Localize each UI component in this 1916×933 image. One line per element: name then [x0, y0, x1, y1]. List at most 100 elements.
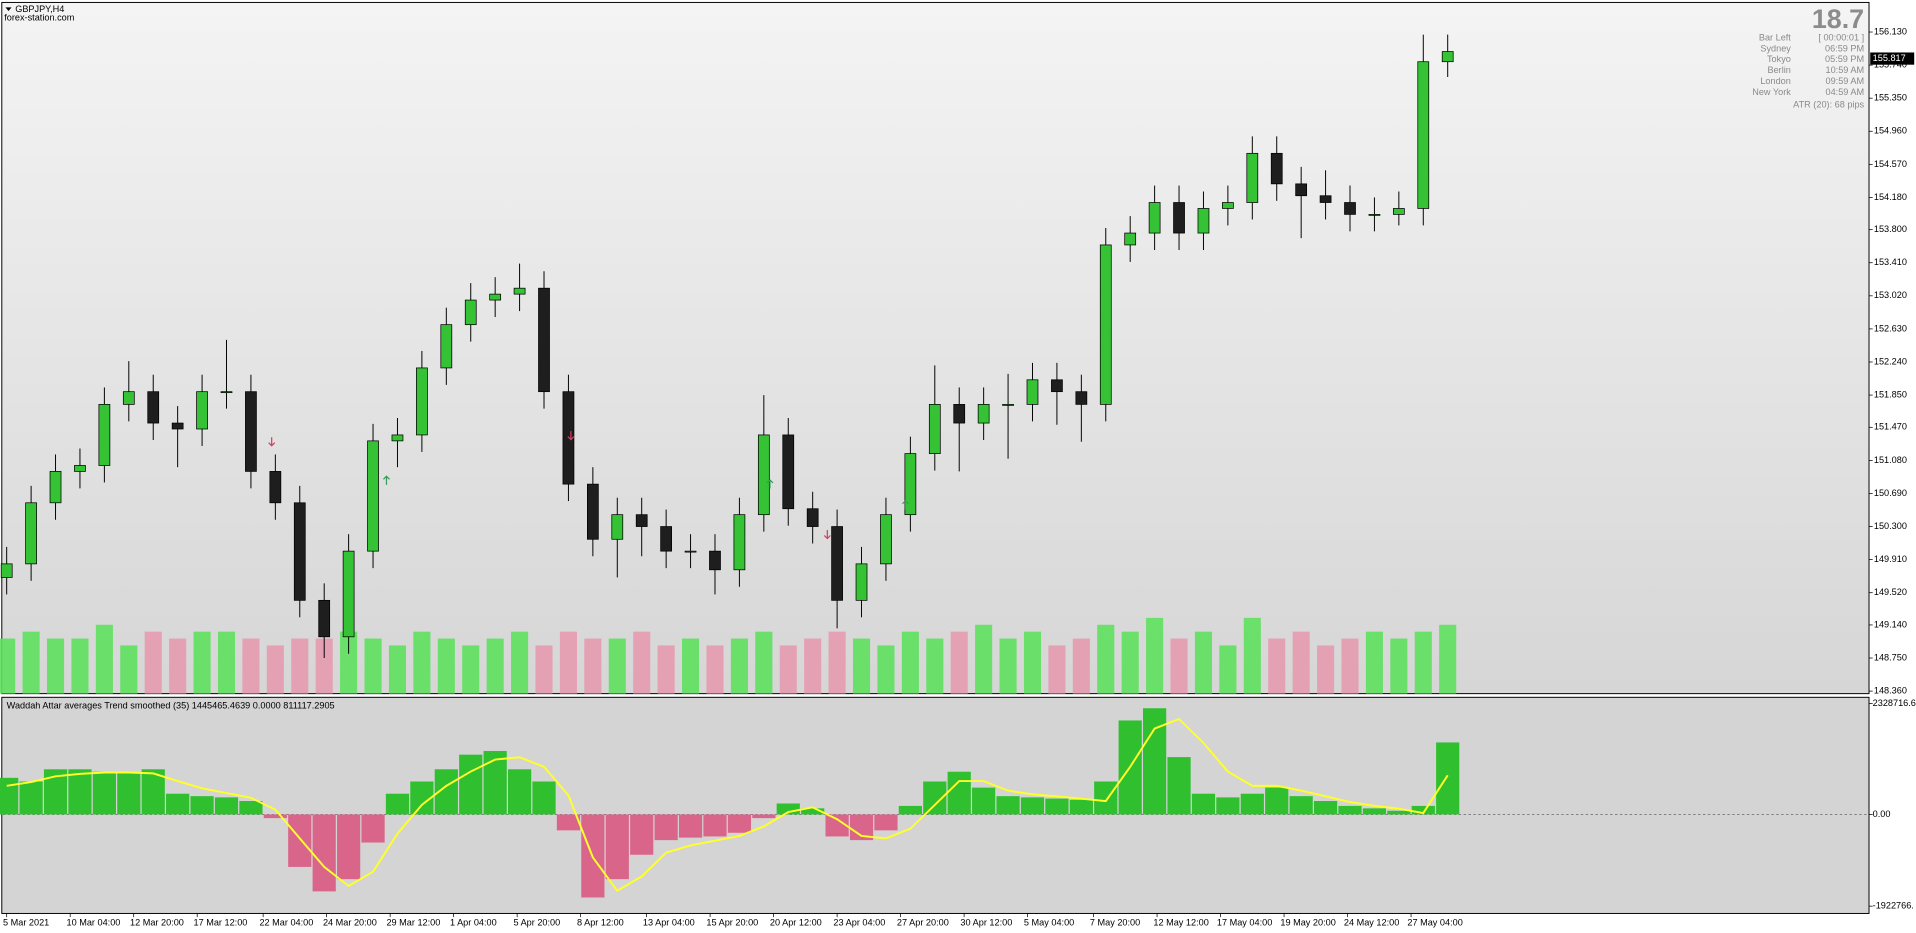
histogram-bar: [630, 814, 654, 855]
volume-bar: [852, 638, 871, 694]
volume-bar: [901, 631, 919, 694]
histogram-bar: [312, 814, 336, 892]
volume-bar: [413, 631, 431, 694]
histogram-bar: [1069, 799, 1093, 815]
volume-bar: [730, 638, 748, 694]
candle-body: [611, 514, 624, 540]
volume-bar: [340, 631, 358, 694]
histogram-bar: [92, 771, 116, 815]
time-tick-label: 10 Mar 04:00: [67, 918, 121, 928]
candle-body: [25, 502, 37, 565]
buy-arrow: [382, 475, 390, 485]
volume-bar: [315, 638, 333, 694]
histogram-bar: [117, 772, 141, 815]
sell-arrow: [268, 437, 276, 447]
volume-bar: [1072, 638, 1090, 694]
candle-body: [684, 550, 697, 553]
candle-body: [855, 563, 868, 601]
candle-body: [1197, 208, 1210, 234]
price-tick-label: 152.630: [1874, 323, 1907, 333]
volume-bar: [266, 645, 284, 694]
histogram-bar: [605, 814, 629, 880]
candle-body: [318, 599, 331, 638]
candle-body: [293, 502, 306, 601]
candle-body: [171, 422, 184, 430]
time-tick-label: 20 Apr 12:00: [770, 918, 822, 928]
symbol-menu-arrow[interactable]: [5, 7, 12, 11]
price-tick-label: 154.570: [1874, 159, 1907, 169]
volume-bar: [388, 645, 407, 694]
volume-bar: [1048, 645, 1066, 694]
histogram-bar: [1020, 797, 1045, 815]
candle-body: [928, 404, 941, 454]
volume-bar: [1194, 631, 1213, 694]
volume-bar: [608, 638, 626, 694]
candle-body: [1173, 202, 1185, 234]
volume-bar: [1317, 645, 1335, 694]
volume-bar: [1341, 638, 1359, 694]
histogram-bar: [507, 769, 532, 815]
histogram-bar: [923, 781, 947, 815]
histogram-bar: [849, 814, 874, 841]
candle-body: [1417, 61, 1430, 209]
time-tick-label: 8 Apr 12:00: [577, 918, 624, 928]
histogram-bar: [459, 754, 483, 815]
price-tick-label: 148.360: [1874, 686, 1907, 696]
price-tick-label: 154.180: [1874, 192, 1907, 202]
time-tick-label: 19 May 20:00: [1280, 918, 1335, 928]
histogram-bar: [166, 793, 190, 815]
price-tick-label: 150.300: [1874, 521, 1907, 531]
volume-bar: [291, 638, 309, 694]
volume-bar: [1146, 617, 1164, 694]
volume-bar: [1170, 638, 1188, 694]
histogram-bar: [654, 814, 678, 841]
info-panel: 18.7 ATR (20): 68 pips Bar Left [ 00:00:0…: [1752, 4, 1864, 110]
histogram-bar: [337, 814, 361, 880]
volume-bar: [364, 638, 382, 694]
volume-bar: [559, 631, 577, 694]
time-tick-label: 12 Mar 20:00: [130, 918, 184, 928]
histogram-bar: [1143, 708, 1167, 815]
volume-bar: [999, 638, 1017, 694]
candle-body: [660, 526, 672, 552]
time-tick-label: 27 Apr 20:00: [897, 918, 949, 928]
candle-body: [1441, 51, 1454, 63]
candle-body: [367, 440, 379, 552]
histogram-bar: [825, 814, 849, 837]
volume-bar: [46, 638, 65, 694]
candle-body: [269, 471, 282, 504]
price-tick-label: 148.750: [1874, 652, 1907, 662]
sell-arrow: [823, 530, 831, 540]
atr-label: ATR (20): 68 pips: [1793, 99, 1864, 109]
candle-body: [953, 404, 966, 424]
volume-bar: [657, 645, 675, 694]
histogram-bar: [752, 814, 776, 819]
candle-body: [757, 434, 770, 516]
price-layer: 156.130155.740155.350154.960154.570154.1…: [0, 26, 1915, 696]
histogram-bar: [141, 769, 165, 815]
histogram-bar: [727, 814, 752, 833]
time-tick-label: 5 Apr 20:00: [513, 918, 560, 928]
histogram-bar: [1094, 781, 1118, 815]
histogram-bar: [898, 805, 922, 815]
source-label: forex-station.com: [4, 13, 74, 23]
candle-body: [416, 367, 428, 436]
candle-body: [391, 434, 404, 442]
histogram-bar: [1436, 742, 1460, 815]
candle-body: [440, 324, 453, 369]
histogram-bar: [239, 801, 263, 815]
spread-value: 18.7: [1812, 4, 1864, 34]
candle-body: [1051, 379, 1063, 393]
price-tick-label: 154.960: [1874, 126, 1907, 136]
histogram-bar: [263, 814, 287, 819]
candle-body: [1344, 202, 1356, 215]
histogram-bar: [1240, 793, 1264, 815]
histogram-bar: [874, 814, 898, 831]
histogram-bar: [947, 771, 971, 815]
volume-bar: [71, 638, 89, 694]
volume-bar: [1243, 617, 1261, 694]
histogram-bar: [43, 769, 68, 815]
candle-body: [1246, 152, 1259, 203]
histogram-bar: [1338, 805, 1362, 815]
